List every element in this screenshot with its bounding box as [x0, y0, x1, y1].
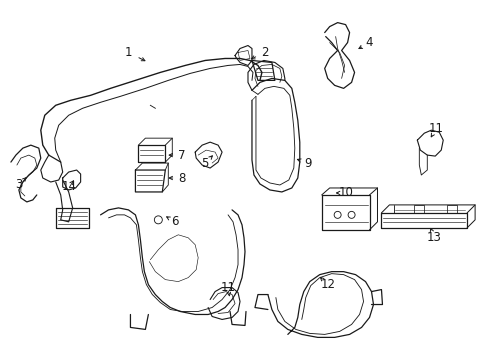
- Text: 8: 8: [178, 171, 186, 185]
- Text: 7: 7: [178, 149, 186, 162]
- Text: 9: 9: [304, 157, 312, 170]
- Text: 3: 3: [15, 179, 23, 192]
- Text: 11: 11: [220, 281, 236, 294]
- Text: 12: 12: [320, 278, 335, 291]
- Text: 2: 2: [261, 46, 269, 59]
- Text: 4: 4: [366, 36, 373, 49]
- Text: 5: 5: [201, 157, 209, 170]
- Text: 13: 13: [427, 231, 441, 244]
- Text: 10: 10: [339, 186, 354, 199]
- Text: 11: 11: [429, 122, 444, 135]
- Text: 14: 14: [61, 180, 76, 193]
- Text: 1: 1: [124, 46, 132, 59]
- Text: 6: 6: [172, 215, 179, 228]
